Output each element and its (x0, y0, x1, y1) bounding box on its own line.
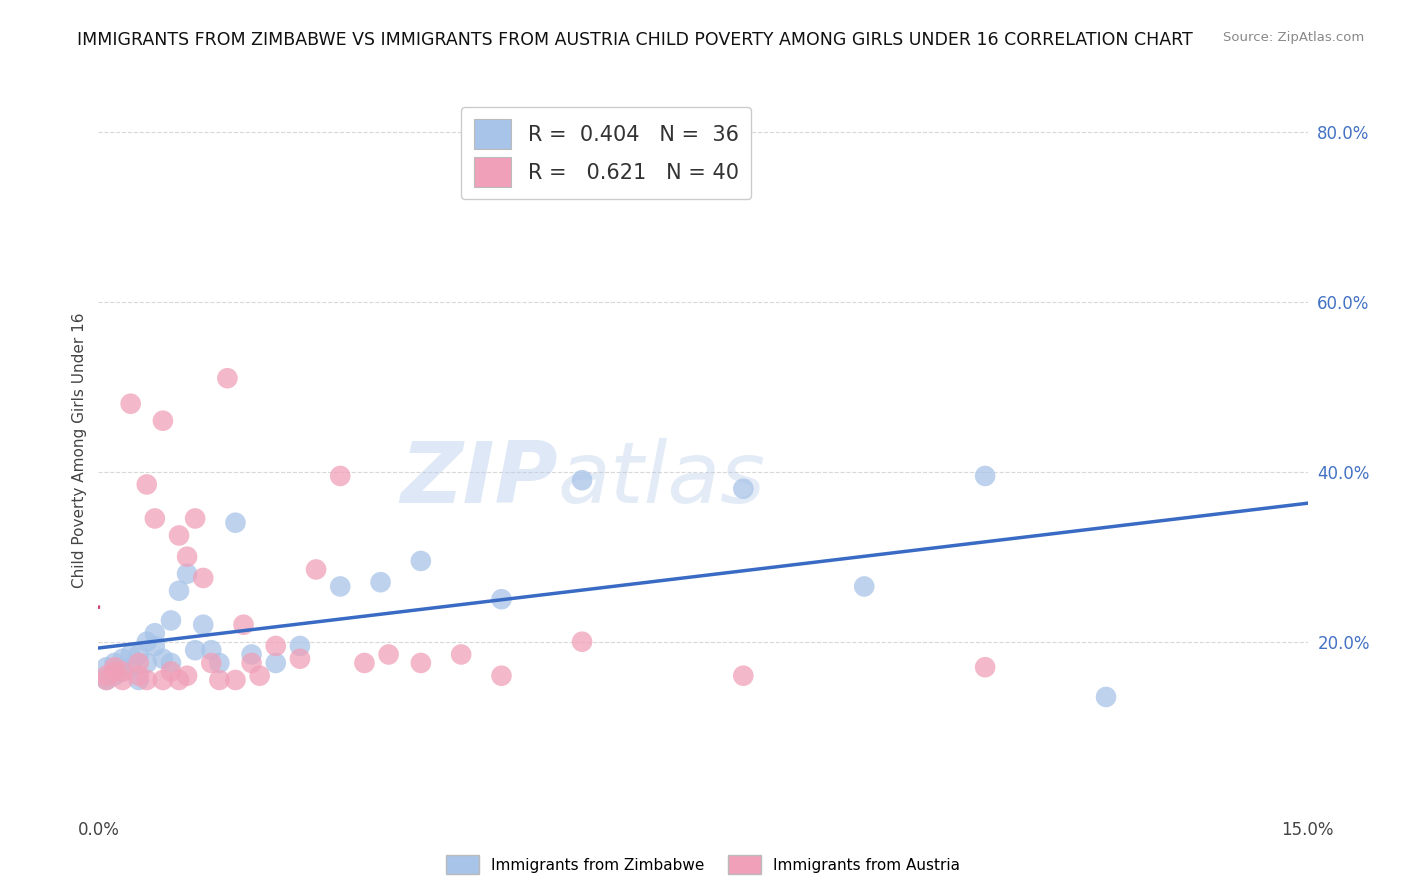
Immigrants from Austria (409, 656, 432, 670)
Immigrants from Austria (135, 477, 157, 491)
Immigrants from Austria (305, 562, 328, 576)
Text: Source: ZipAtlas.com: Source: ZipAtlas.com (1223, 31, 1364, 45)
Immigrants from Austria (152, 414, 174, 428)
Immigrants from Zimbabwe (176, 566, 198, 581)
Immigrants from Austria (193, 571, 215, 585)
Legend: R =  0.404   N =  36, R =   0.621   N = 40: R = 0.404 N = 36, R = 0.621 N = 40 (461, 107, 751, 199)
Immigrants from Zimbabwe (370, 575, 392, 590)
Immigrants from Austria (353, 656, 375, 670)
Text: IMMIGRANTS FROM ZIMBABWE VS IMMIGRANTS FROM AUSTRIA CHILD POVERTY AMONG GIRLS UN: IMMIGRANTS FROM ZIMBABWE VS IMMIGRANTS F… (77, 31, 1194, 49)
Immigrants from Austria (249, 669, 271, 683)
Immigrants from Zimbabwe (571, 473, 593, 487)
Immigrants from Austria (128, 669, 150, 683)
Immigrants from Zimbabwe (1095, 690, 1118, 704)
Immigrants from Austria (111, 665, 134, 679)
Immigrants from Zimbabwe (96, 673, 118, 687)
Immigrants from Zimbabwe (103, 656, 125, 670)
Immigrants from Zimbabwe (160, 656, 183, 670)
Immigrants from Austria (240, 656, 263, 670)
Immigrants from Austria (135, 673, 157, 687)
Immigrants from Austria (103, 665, 125, 679)
Immigrants from Austria (128, 656, 150, 670)
Immigrants from Zimbabwe (111, 651, 134, 665)
Immigrants from Zimbabwe (974, 469, 997, 483)
Immigrants from Austria (224, 673, 246, 687)
Immigrants from Austria (450, 648, 472, 662)
Immigrants from Austria (208, 673, 231, 687)
Immigrants from Zimbabwe (135, 656, 157, 670)
Immigrants from Austria (111, 673, 134, 687)
Immigrants from Austria (184, 511, 207, 525)
Immigrants from Zimbabwe (733, 482, 755, 496)
Immigrants from Zimbabwe (184, 643, 207, 657)
Immigrants from Zimbabwe (491, 592, 513, 607)
Immigrants from Austria (329, 469, 352, 483)
Immigrants from Zimbabwe (152, 651, 174, 665)
Immigrants from Zimbabwe (111, 665, 134, 679)
Immigrants from Austria (232, 617, 254, 632)
Immigrants from Austria (571, 634, 593, 648)
Immigrants from Austria (377, 648, 399, 662)
Immigrants from Austria (974, 660, 997, 674)
Immigrants from Austria (733, 669, 755, 683)
Immigrants from Zimbabwe (143, 639, 166, 653)
Immigrants from Austria (167, 673, 190, 687)
Immigrants from Austria (96, 669, 118, 683)
Immigrants from Austria (96, 673, 118, 687)
Immigrants from Zimbabwe (329, 579, 352, 593)
Immigrants from Zimbabwe (128, 673, 150, 687)
Immigrants from Zimbabwe (853, 579, 876, 593)
Immigrants from Austria (217, 371, 239, 385)
Immigrants from Zimbabwe (193, 617, 215, 632)
Immigrants from Zimbabwe (288, 639, 311, 653)
Immigrants from Zimbabwe (264, 656, 287, 670)
Text: atlas: atlas (558, 438, 766, 521)
Immigrants from Austria (176, 669, 198, 683)
Immigrants from Zimbabwe (120, 660, 142, 674)
Immigrants from Zimbabwe (96, 660, 118, 674)
Immigrants from Austria (160, 665, 183, 679)
Immigrants from Austria (103, 660, 125, 674)
Text: ZIP: ZIP (401, 438, 558, 521)
Immigrants from Zimbabwe (200, 643, 222, 657)
Immigrants from Austria (120, 397, 142, 411)
Immigrants from Austria (143, 511, 166, 525)
Immigrants from Austria (176, 549, 198, 564)
Immigrants from Zimbabwe (103, 669, 125, 683)
Y-axis label: Child Poverty Among Girls Under 16: Child Poverty Among Girls Under 16 (72, 313, 87, 588)
Immigrants from Zimbabwe (167, 583, 190, 598)
Immigrants from Austria (200, 656, 222, 670)
Immigrants from Austria (152, 673, 174, 687)
Immigrants from Zimbabwe (208, 656, 231, 670)
Immigrants from Zimbabwe (409, 554, 432, 568)
Immigrants from Austria (288, 651, 311, 665)
Immigrants from Austria (491, 669, 513, 683)
Immigrants from Zimbabwe (160, 614, 183, 628)
Immigrants from Zimbabwe (120, 648, 142, 662)
Immigrants from Zimbabwe (135, 634, 157, 648)
Immigrants from Zimbabwe (143, 626, 166, 640)
Immigrants from Zimbabwe (128, 648, 150, 662)
Immigrants from Austria (264, 639, 287, 653)
Immigrants from Zimbabwe (224, 516, 246, 530)
Legend: Immigrants from Zimbabwe, Immigrants from Austria: Immigrants from Zimbabwe, Immigrants fro… (440, 849, 966, 880)
Immigrants from Zimbabwe (240, 648, 263, 662)
Immigrants from Austria (167, 528, 190, 542)
